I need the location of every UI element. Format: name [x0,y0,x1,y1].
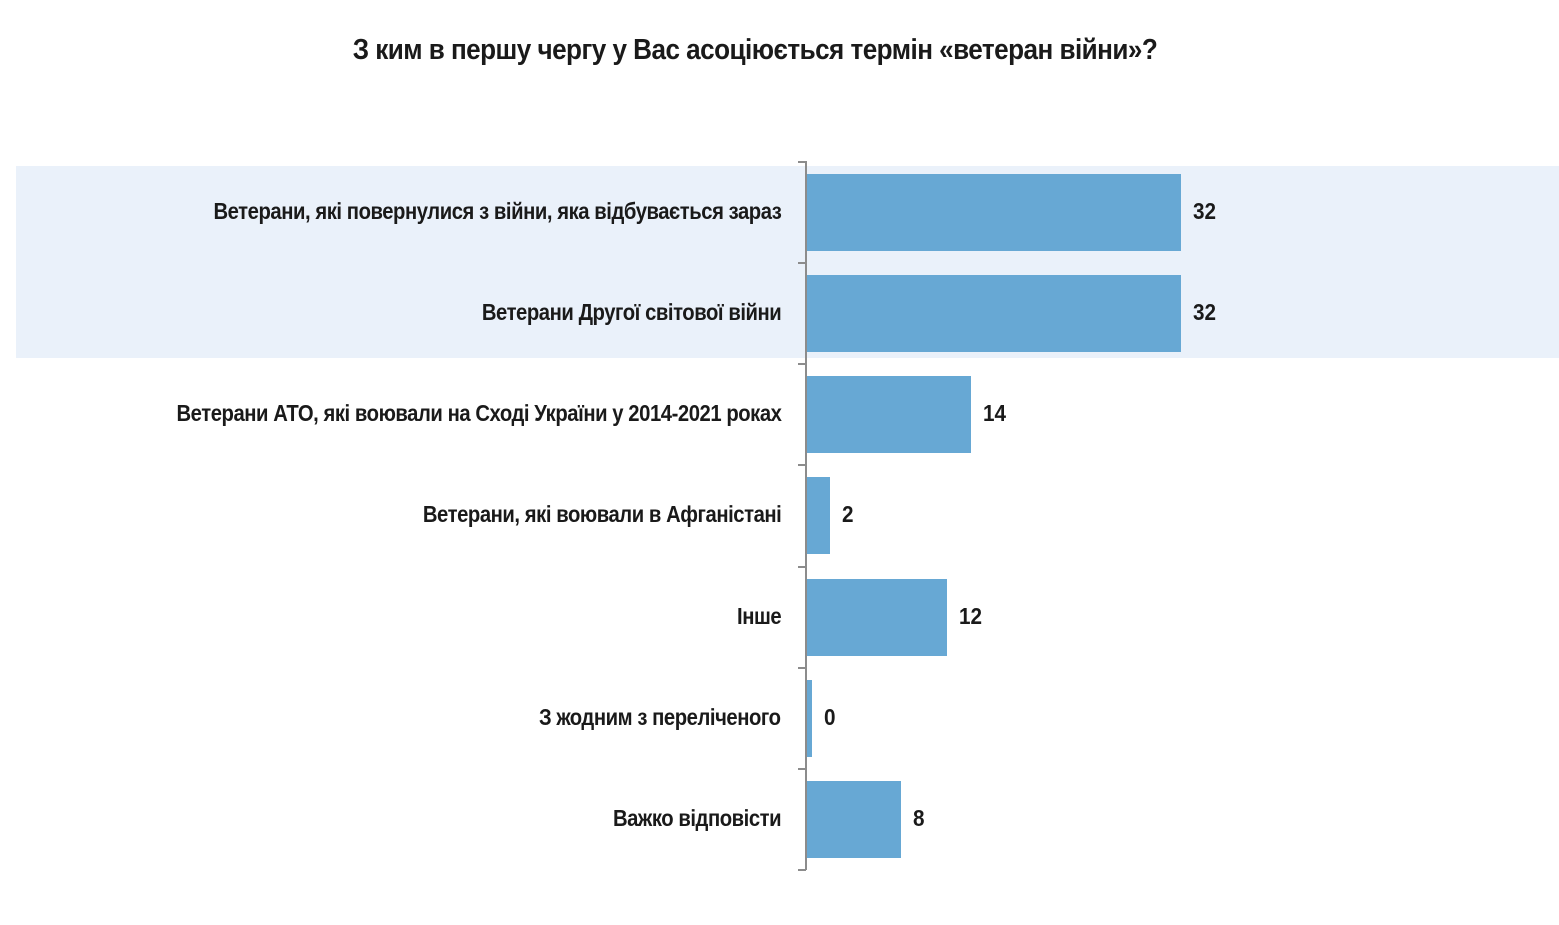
value-label: 14 [982,400,1006,426]
value-label: 32 [1193,198,1217,224]
bar-row: Ветерани Другої світової війни 32 [0,262,1559,363]
bar [807,174,1181,251]
bar [807,781,901,858]
bar-row: З жодним з переліченого 0 [0,667,1559,768]
bar-row: Важко відповісти 8 [0,768,1559,869]
category-label: Ветерани, які воювали в Афганістані [422,501,782,527]
value-label: 8 [912,805,925,831]
axis-tick [798,667,806,669]
bar [807,275,1181,352]
category-label: З жодним з переліченого [539,704,781,730]
bar-row: Ветерани АТО, які воювали на Сході Украї… [0,363,1559,464]
value-label: 12 [959,603,983,629]
value-label: 32 [1193,299,1217,325]
category-label: Ветерани Другої світової війни [481,299,782,325]
bar [807,477,831,554]
bar [807,579,948,656]
axis-tick [798,262,806,264]
axis-tick [798,464,806,466]
value-label: 0 [824,704,836,730]
chart-title: З ким в першу чергу у Вас асоціюється те… [352,34,1158,66]
category-label: Важко відповісти [612,805,782,831]
bar-row: Ветерани, які воювали в Афганістані 2 [0,464,1559,565]
bar-row: Ветерани, які повернулися з війни, яка в… [0,161,1559,262]
axis-tick [798,363,806,365]
highlight-band [16,166,1559,358]
bar [807,680,812,757]
category-label: Ветерани АТО, які воювали на Сході Украї… [176,400,781,426]
category-axis [805,161,807,870]
category-label: Інше [736,603,782,629]
category-label: Ветерани, які повернулися з війни, яка в… [213,198,781,224]
bar [807,376,971,453]
axis-tick [798,768,806,770]
value-label: 2 [842,501,854,527]
axis-tick [798,869,806,871]
axis-tick [798,566,806,568]
bar-row: Інше 12 [0,566,1559,667]
axis-tick [798,161,806,163]
